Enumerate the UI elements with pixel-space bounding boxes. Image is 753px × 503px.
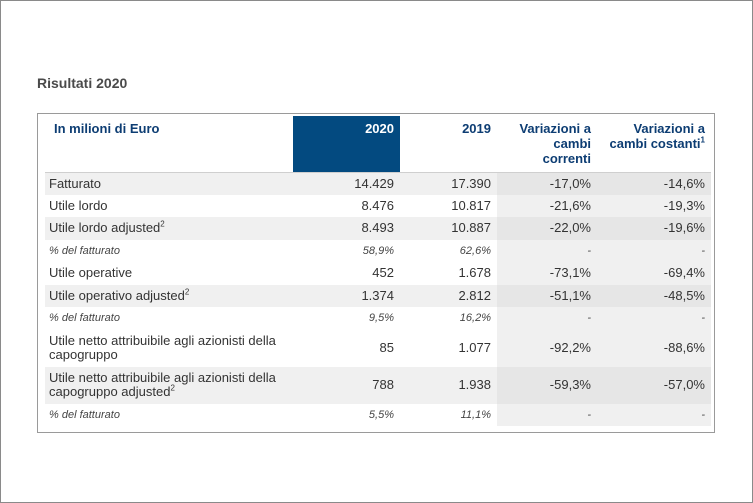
row-label-text: Utile lordo adjusted bbox=[49, 220, 161, 236]
row-label-text: Utile lordo bbox=[49, 197, 108, 213]
cell-variazione-correnti: - bbox=[497, 403, 597, 426]
cell-2020: 14.429 bbox=[293, 171, 400, 195]
cell-variazione-costanti: -19,3% bbox=[597, 194, 711, 217]
cell-variazione-costanti: -14,6% bbox=[597, 171, 711, 195]
row-label-text: Utile netto attribuibile agli azionisti … bbox=[49, 333, 276, 362]
cell-variazione-costanti: - bbox=[597, 307, 711, 330]
table-header-row: In milioni di Euro 2020 2019 Variazioni … bbox=[45, 116, 711, 172]
cell-variazione-correnti: -17,0% bbox=[497, 171, 597, 195]
cell-variazione-correnti: -92,2% bbox=[497, 329, 597, 367]
cell-variazione-correnti: -59,3% bbox=[497, 366, 597, 404]
row-label: % del fatturato bbox=[45, 404, 293, 427]
cell-variazione-correnti: -73,1% bbox=[497, 262, 597, 285]
cell-2019: 2.812 bbox=[400, 284, 497, 307]
page-title: Risultati 2020 bbox=[37, 75, 128, 91]
table-row: Utile operative 452 1.678 -73,1% -69,4% bbox=[45, 262, 711, 285]
row-label: Utile operative bbox=[45, 262, 293, 285]
row-label-text: Utile operative bbox=[49, 265, 133, 281]
cell-2019: 10.817 bbox=[451, 197, 491, 213]
header-2020: 2020 bbox=[293, 116, 400, 172]
cell-2019: 1.938 bbox=[400, 366, 497, 404]
header-variazioni-costanti-text: Variazioni a cambi costanti bbox=[609, 121, 705, 151]
cell-2020: 788 bbox=[293, 366, 400, 404]
row-label: % del fatturato bbox=[45, 307, 293, 330]
row-label: Utile netto attribuibile agli azionisti … bbox=[45, 330, 293, 367]
row-label: Utile netto attribuibile agli azionisti … bbox=[45, 366, 293, 404]
table-row: % del fatturato 9,5% 16,2% - - bbox=[45, 307, 711, 330]
footnote-marker: 1 bbox=[700, 135, 705, 145]
cell-variazione-costanti: -19,6% bbox=[597, 217, 711, 240]
table-row: Utile lordo adjusted2 8.493 10.887 -22,0% -1… bbox=[45, 217, 711, 240]
cell-variazione-costanti: -69,4% bbox=[597, 262, 711, 285]
cell-2020: 452 bbox=[372, 265, 394, 281]
table-row: Utile operativo adjusted2 1.374 2.812 -51,1… bbox=[45, 284, 711, 307]
row-label-text: % del fatturato bbox=[49, 244, 120, 257]
cell-variazione-correnti: -51,1% bbox=[497, 284, 597, 307]
cell-2019: 11,1% bbox=[460, 408, 491, 421]
header-label: In milioni di Euro bbox=[54, 121, 160, 136]
cell-variazione-costanti: -88,6% bbox=[597, 329, 711, 367]
footnote-marker: 2 bbox=[184, 287, 190, 297]
cell-2020: 9,5% bbox=[368, 312, 394, 325]
header-2019: 2019 bbox=[462, 121, 491, 136]
row-label: Utile lordo bbox=[45, 195, 293, 218]
footnote-marker: 2 bbox=[170, 383, 175, 393]
cell-2019: 17.390 bbox=[400, 171, 497, 195]
cell-2020: 1.374 bbox=[293, 284, 400, 307]
table-row: % del fatturato 58,9% 62,6% - - bbox=[45, 239, 711, 263]
cell-2019: 1.678 bbox=[458, 265, 491, 281]
cell-2019: 62,6% bbox=[459, 244, 491, 257]
table-row: Utile netto attribuibile agli azionisti … bbox=[45, 366, 711, 404]
cell-variazione-correnti: - bbox=[497, 307, 597, 330]
row-label-text: % del fatturato bbox=[49, 312, 120, 325]
cell-2020: 5,5% bbox=[368, 408, 394, 421]
cell-2020: 85 bbox=[379, 340, 394, 355]
cell-2019: 16,2% bbox=[459, 312, 491, 325]
header-variazioni-correnti: Variazioni a cambi correnti bbox=[519, 121, 591, 166]
row-label-text: Utile operativo adjusted bbox=[49, 287, 185, 303]
cell-variazione-costanti: -48,5% bbox=[597, 284, 711, 307]
cell-2020: 8.493 bbox=[293, 217, 400, 240]
cell-2020: 8.476 bbox=[361, 197, 394, 213]
row-label-text: Fatturato bbox=[49, 175, 102, 191]
cell-variazione-costanti: - bbox=[597, 403, 711, 426]
header-variazioni-costanti: Variazioni a cambi costanti1 bbox=[597, 116, 711, 172]
cell-variazione-costanti: -57,0% bbox=[597, 366, 711, 404]
row-label: Utile lordo adjusted2 bbox=[45, 217, 293, 240]
cell-2019: 1.077 bbox=[458, 340, 491, 355]
row-label: Fatturato bbox=[45, 171, 293, 195]
cell-2020: 58,9% bbox=[362, 244, 394, 257]
row-label: % del fatturato bbox=[45, 240, 293, 263]
footnote-marker: 2 bbox=[160, 219, 165, 229]
cell-2019: 10.887 bbox=[400, 217, 497, 240]
row-label: Utile operativo adjusted2 bbox=[45, 284, 293, 307]
table-row: Fatturato 14.429 17.390 -17,0% -14,6% bbox=[45, 171, 711, 195]
cell-variazione-costanti: - bbox=[597, 239, 711, 262]
table-row: % del fatturato 5,5% 11,1% - - bbox=[45, 403, 711, 427]
cell-variazione-correnti: -21,6% bbox=[497, 194, 597, 217]
cell-variazione-correnti: -22,0% bbox=[497, 217, 597, 240]
row-label-text: Utile netto attribuibile agli azionisti … bbox=[49, 370, 276, 399]
results-table: In milioni di Euro 2020 2019 Variazioni … bbox=[45, 116, 711, 426]
results-table-box: In milioni di Euro 2020 2019 Variazioni … bbox=[37, 113, 715, 433]
cell-variazione-correnti: - bbox=[497, 239, 597, 262]
row-label-text: % del fatturato bbox=[49, 408, 120, 421]
table-row: Utile lordo 8.476 10.817 -21,6% -19,3% bbox=[45, 194, 711, 218]
table-row: Utile netto attribuibile agli azionisti … bbox=[45, 329, 711, 367]
